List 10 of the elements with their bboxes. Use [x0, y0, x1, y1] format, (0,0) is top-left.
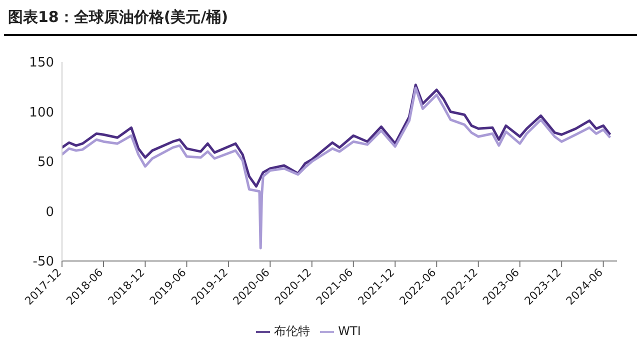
legend-label: 布伦特	[274, 324, 310, 338]
line-series	[62, 86, 612, 250]
chart-title: 图表18：全球原油价格(美元/桶)	[8, 8, 228, 27]
y-tick-label: 150	[29, 56, 54, 71]
y-tick-label: 50	[37, 155, 54, 170]
y-tick-label: -50	[32, 254, 54, 270]
y-tick-label: 0	[46, 204, 54, 220]
y-tick-label: 100	[29, 105, 54, 120]
line-series	[62, 84, 612, 188]
legend-label: WTI	[338, 324, 361, 338]
